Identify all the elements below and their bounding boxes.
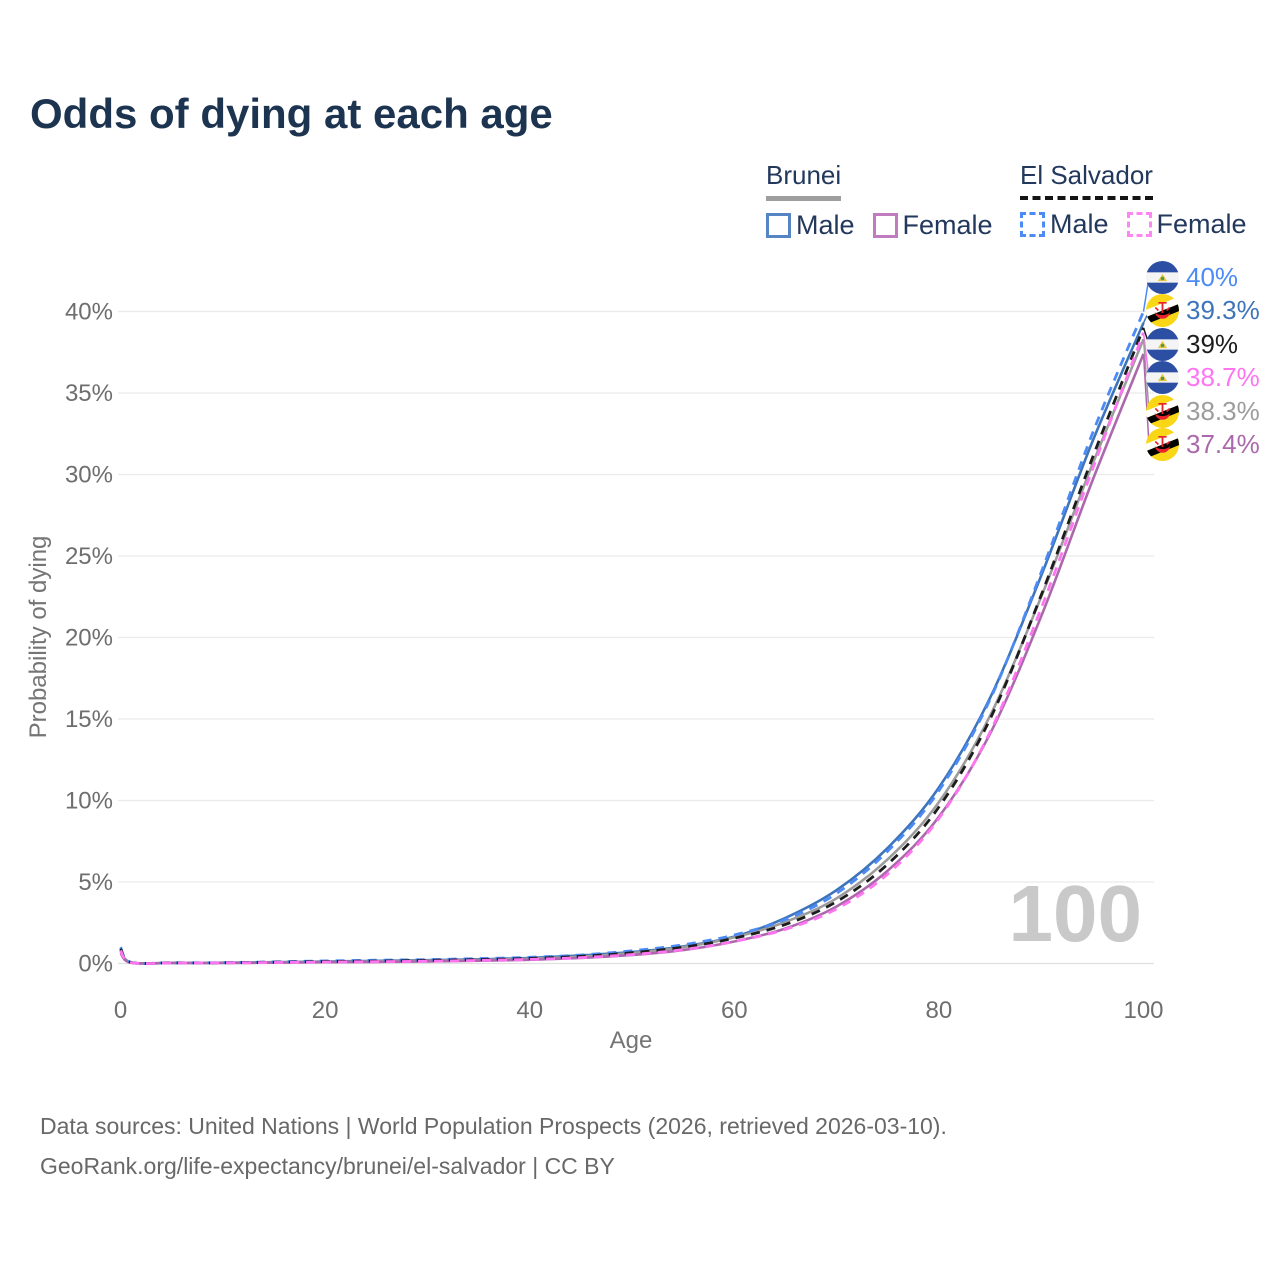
series-line-brunei-male: [119, 322, 1145, 965]
y-tick-label: 0%: [78, 951, 113, 978]
el-salvador-flag-icon: [1146, 261, 1179, 294]
end-label-brunei-male: 39.3%: [1146, 294, 1260, 328]
brunei-flag-icon: [1146, 394, 1179, 428]
end-label-brunei-both-sexes: 38.3%: [1146, 394, 1260, 428]
data-source-line: Data sources: United Nations | World Pop…: [40, 1113, 947, 1139]
end-label-el-salvador-female: 38.7%: [1146, 361, 1260, 395]
y-tick-label: 5%: [78, 869, 113, 896]
x-tick-label: 80: [926, 997, 953, 1024]
end-value-label: 40%: [1186, 262, 1239, 292]
legend-label-brunei-male[interactable]: Male: [796, 210, 855, 240]
legend-group-brunei: Brunei Male Female: [766, 160, 993, 241]
y-tick-label: 35%: [65, 380, 113, 407]
end-label-el-salvador-both-sexes: 39%: [1146, 327, 1238, 361]
series-line-brunei-female: [119, 353, 1145, 965]
legend-label-brunei-female[interactable]: Female: [902, 210, 993, 240]
end-value-label: 39%: [1186, 328, 1239, 359]
end-value-label: 38.7%: [1186, 362, 1260, 393]
end-label-el-salvador-male: 40%: [1146, 261, 1238, 295]
y-tick-label: 10%: [65, 788, 113, 815]
series-line-el-salvador-male: [119, 310, 1145, 965]
y-tick-label: 25%: [65, 543, 113, 570]
series-line-brunei-both-sexes: [119, 338, 1145, 965]
y-tick-label: 30%: [65, 462, 113, 489]
brunei-male-swatch-icon[interactable]: [766, 213, 791, 238]
end-value-label: 39.3%: [1186, 295, 1260, 326]
y-tick-label: 15%: [65, 706, 113, 733]
x-axis-title: Age: [610, 1027, 653, 1054]
end-value-label: 38.3%: [1186, 395, 1260, 426]
el-salvador-female-swatch-icon[interactable]: [1126, 212, 1152, 237]
brunei-flag-icon: [1146, 428, 1179, 461]
y-tick-label: 20%: [65, 625, 113, 652]
series-line-el-salvador-female: [119, 332, 1145, 965]
brunei-female-swatch-icon[interactable]: [872, 213, 898, 238]
brunei-flag-icon: [1146, 294, 1179, 328]
legend-header-brunei[interactable]: Brunei: [766, 160, 842, 201]
legend-label-el-salvador-female[interactable]: Female: [1156, 209, 1247, 239]
end-value-label: 37.4%: [1186, 429, 1260, 459]
end-label-brunei-female: 37.4%: [1146, 428, 1260, 462]
legend-group-el-salvador: El Salvador Male Female: [1020, 160, 1247, 240]
x-tick-label: 20: [312, 997, 339, 1024]
legend-row-el-salvador: Male Female: [1020, 209, 1247, 240]
legend-row-brunei: Male Female: [766, 210, 993, 241]
x-tick-label: 40: [516, 997, 543, 1024]
source-url-line: GeoRank.org/life-expectancy/brunei/el-sa…: [40, 1153, 615, 1179]
el-salvador-flag-icon: [1146, 361, 1179, 395]
x-tick-label: 100: [1123, 997, 1163, 1024]
page-title: Odds of dying at each age: [30, 90, 553, 137]
x-tick-label: 0: [114, 997, 127, 1024]
source-attribution: Data sources: United Nations | World Pop…: [40, 1106, 947, 1186]
x-tick-label: 60: [721, 997, 748, 1024]
legend-label-el-salvador-male[interactable]: Male: [1050, 209, 1109, 239]
y-tick-label: 40%: [65, 299, 113, 326]
legend-header-el-salvador[interactable]: El Salvador: [1020, 160, 1153, 200]
y-axis-title: Probability of dying: [25, 536, 52, 739]
el-salvador-male-swatch-icon[interactable]: [1020, 212, 1045, 237]
el-salvador-flag-icon: [1146, 327, 1179, 361]
series-line-el-salvador-both-sexes: [119, 327, 1145, 965]
age-watermark: 100: [1009, 869, 1142, 958]
